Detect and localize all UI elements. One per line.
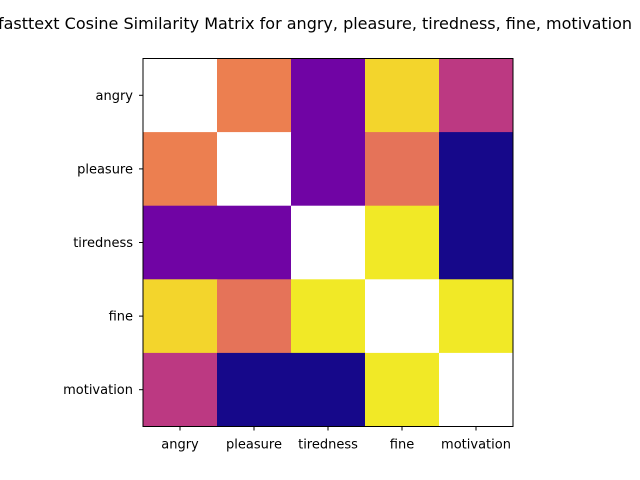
- heatmap-cell-tiredness-motivation: [439, 205, 514, 280]
- heatmap-cell-fine-motivation: [439, 279, 514, 354]
- heatmap-cell-motivation-angry: [143, 352, 218, 427]
- y-tick-label: tiredness: [73, 236, 133, 251]
- heatmap-cell-tiredness-angry: [143, 205, 218, 280]
- heatmap-cell-motivation-fine: [365, 352, 440, 427]
- y-tick-label: motivation: [63, 383, 133, 398]
- heatmap-cell-pleasure-motivation: [439, 132, 514, 207]
- x-tick-label: pleasure: [226, 438, 282, 453]
- heatmap-cell-pleasure-angry: [143, 132, 218, 207]
- heatmap-cell-tiredness-pleasure: [217, 205, 292, 280]
- x-tick-label: fine: [390, 438, 414, 453]
- heatmap-cell-pleasure-tiredness: [291, 132, 366, 207]
- heatmap-cells: [143, 58, 514, 427]
- y-tick-label: fine: [109, 310, 133, 325]
- heatmap-cell-angry-tiredness: [291, 58, 366, 133]
- heatmap-cell-fine-fine: [365, 279, 440, 354]
- y-tick-label: pleasure: [77, 162, 133, 177]
- heatmap-cell-tiredness-fine: [365, 205, 440, 280]
- heatmap-cell-fine-tiredness: [291, 279, 366, 354]
- x-tick-label: tiredness: [298, 438, 358, 453]
- x-axis: angry pleasure tiredness fine motivation: [161, 426, 511, 453]
- heatmap-cell-pleasure-fine: [365, 132, 440, 207]
- heatmap-cell-motivation-pleasure: [217, 352, 292, 427]
- heatmap-cell-angry-fine: [365, 58, 440, 133]
- heatmap-cell-angry-angry: [143, 58, 218, 133]
- heatmap-cell-fine-pleasure: [217, 279, 292, 354]
- heatmap-cell-motivation-motivation: [439, 352, 514, 427]
- heatmap-cell-tiredness-tiredness: [291, 205, 366, 280]
- x-tick-label: motivation: [441, 438, 511, 453]
- heatmap-cell-fine-angry: [143, 279, 218, 354]
- heatmap-cell-angry-motivation: [439, 58, 514, 133]
- y-axis: angry pleasure tiredness fine motivation: [63, 89, 143, 398]
- chart-title: fasttext Cosine Similarity Matrix for an…: [0, 14, 632, 33]
- heatmap-cell-motivation-tiredness: [291, 352, 366, 427]
- heatmap-cell-angry-pleasure: [217, 58, 292, 133]
- x-tick-label: angry: [161, 438, 199, 453]
- y-tick-label: angry: [96, 89, 134, 104]
- heatmap-cell-pleasure-pleasure: [217, 132, 292, 207]
